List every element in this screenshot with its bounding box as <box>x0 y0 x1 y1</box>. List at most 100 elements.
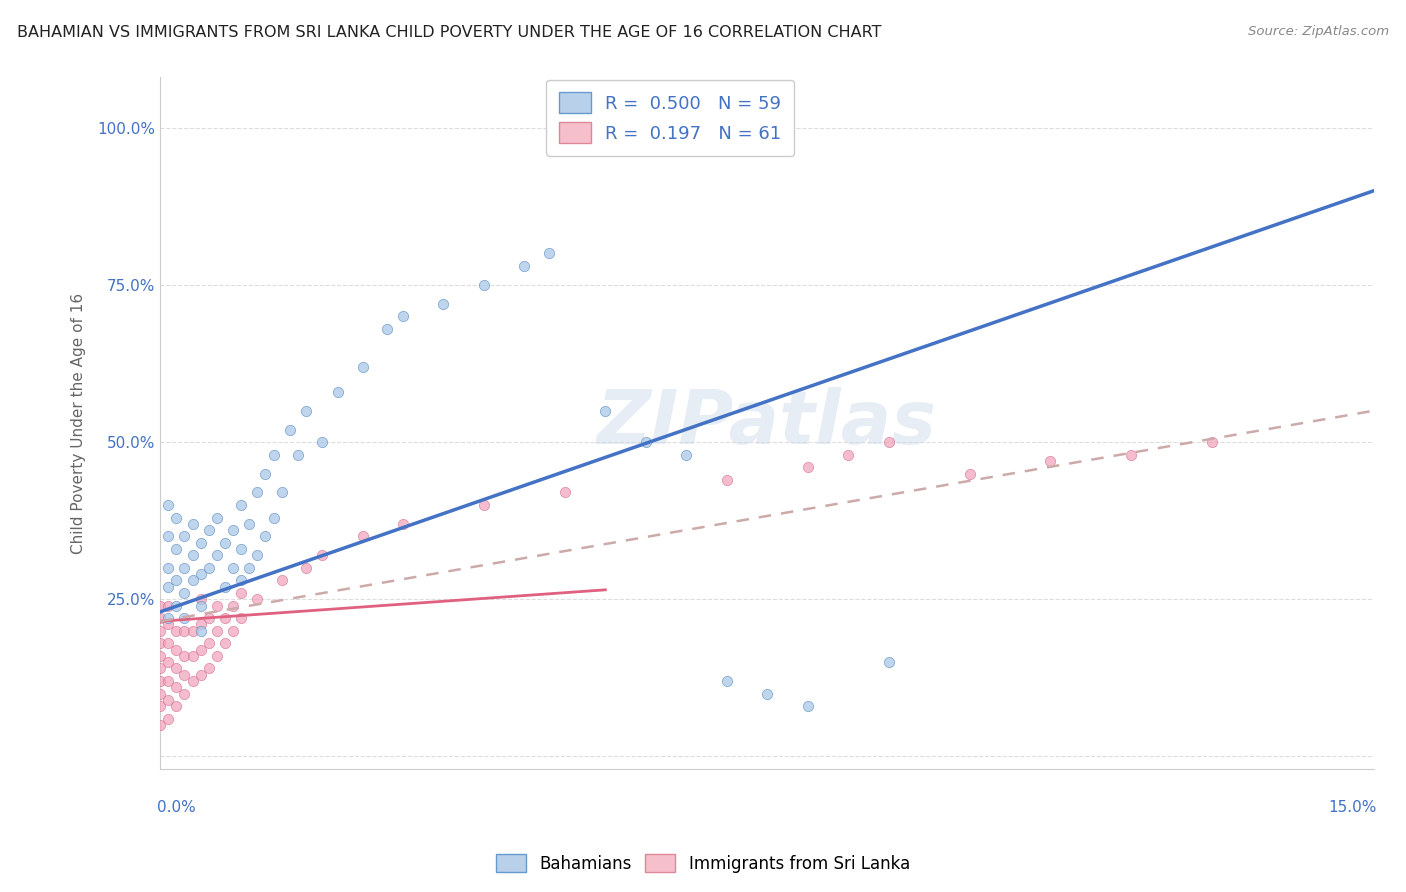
Point <box>197 523 219 537</box>
Point <box>190 599 212 613</box>
Point <box>190 535 212 549</box>
Point <box>796 699 818 714</box>
Point <box>197 611 219 625</box>
Point <box>472 277 495 292</box>
Point <box>392 310 415 324</box>
Point <box>214 636 236 650</box>
Point <box>756 687 779 701</box>
Point <box>181 624 204 638</box>
Point <box>149 636 172 650</box>
Point <box>959 467 981 481</box>
Point <box>375 322 398 336</box>
Point <box>537 246 560 260</box>
Point <box>165 574 187 588</box>
Point <box>181 516 204 531</box>
Point <box>716 473 738 487</box>
Point <box>295 561 318 575</box>
Point <box>214 580 236 594</box>
Point <box>877 435 900 450</box>
Point <box>205 548 228 562</box>
Point <box>222 624 245 638</box>
Point <box>472 498 495 512</box>
Point <box>190 624 212 638</box>
Point <box>231 611 253 625</box>
Point <box>311 548 333 562</box>
Point <box>165 510 187 524</box>
Point <box>181 574 204 588</box>
Point <box>205 624 228 638</box>
Point <box>173 561 195 575</box>
Point <box>716 673 738 688</box>
Y-axis label: Child Poverty Under the Age of 16: Child Poverty Under the Age of 16 <box>72 293 86 554</box>
Point <box>173 586 195 600</box>
Point <box>197 661 219 675</box>
Text: 0.0%: 0.0% <box>157 799 197 814</box>
Point <box>157 561 180 575</box>
Point <box>270 574 292 588</box>
Point <box>149 687 172 701</box>
Point <box>214 611 236 625</box>
Point <box>432 297 454 311</box>
Point <box>1201 435 1223 450</box>
Point <box>634 435 657 450</box>
Point <box>165 599 187 613</box>
Point <box>149 648 172 663</box>
Point <box>181 548 204 562</box>
Point <box>173 648 195 663</box>
Point <box>675 448 697 462</box>
Point <box>157 599 180 613</box>
Text: ZIPatlas: ZIPatlas <box>598 387 938 459</box>
Point <box>392 516 415 531</box>
Point <box>181 648 204 663</box>
Point <box>149 611 172 625</box>
Point <box>165 699 187 714</box>
Point <box>157 655 180 669</box>
Point <box>205 510 228 524</box>
Point <box>222 561 245 575</box>
Text: 15.0%: 15.0% <box>1329 799 1376 814</box>
Point <box>157 580 180 594</box>
Point <box>254 529 277 543</box>
Point <box>157 673 180 688</box>
Point <box>173 687 195 701</box>
Point <box>246 592 269 607</box>
Point <box>231 586 253 600</box>
Point <box>149 599 172 613</box>
Point <box>246 548 269 562</box>
Point <box>263 510 285 524</box>
Point <box>157 693 180 707</box>
Point <box>796 460 818 475</box>
Point <box>238 561 260 575</box>
Point <box>181 673 204 688</box>
Point <box>254 467 277 481</box>
Point <box>513 259 536 273</box>
Point <box>157 611 180 625</box>
Point <box>352 359 374 374</box>
Point <box>1121 448 1143 462</box>
Text: Source: ZipAtlas.com: Source: ZipAtlas.com <box>1249 25 1389 38</box>
Point <box>190 567 212 582</box>
Point <box>165 642 187 657</box>
Point <box>837 448 859 462</box>
Point <box>173 529 195 543</box>
Point <box>173 667 195 681</box>
Point <box>190 667 212 681</box>
Point <box>595 403 617 417</box>
Point <box>197 561 219 575</box>
Legend: R =  0.500   N = 59, R =  0.197   N = 61: R = 0.500 N = 59, R = 0.197 N = 61 <box>546 79 794 155</box>
Text: BAHAMIAN VS IMMIGRANTS FROM SRI LANKA CHILD POVERTY UNDER THE AGE OF 16 CORRELAT: BAHAMIAN VS IMMIGRANTS FROM SRI LANKA CH… <box>17 25 882 40</box>
Point <box>149 673 172 688</box>
Point <box>149 718 172 732</box>
Point <box>270 485 292 500</box>
Point <box>205 648 228 663</box>
Point <box>190 617 212 632</box>
Point <box>205 599 228 613</box>
Point <box>165 680 187 694</box>
Point <box>165 624 187 638</box>
Point <box>287 448 309 462</box>
Point <box>278 423 301 437</box>
Point <box>165 541 187 556</box>
Legend: Bahamians, Immigrants from Sri Lanka: Bahamians, Immigrants from Sri Lanka <box>489 847 917 880</box>
Point <box>246 485 269 500</box>
Point <box>157 617 180 632</box>
